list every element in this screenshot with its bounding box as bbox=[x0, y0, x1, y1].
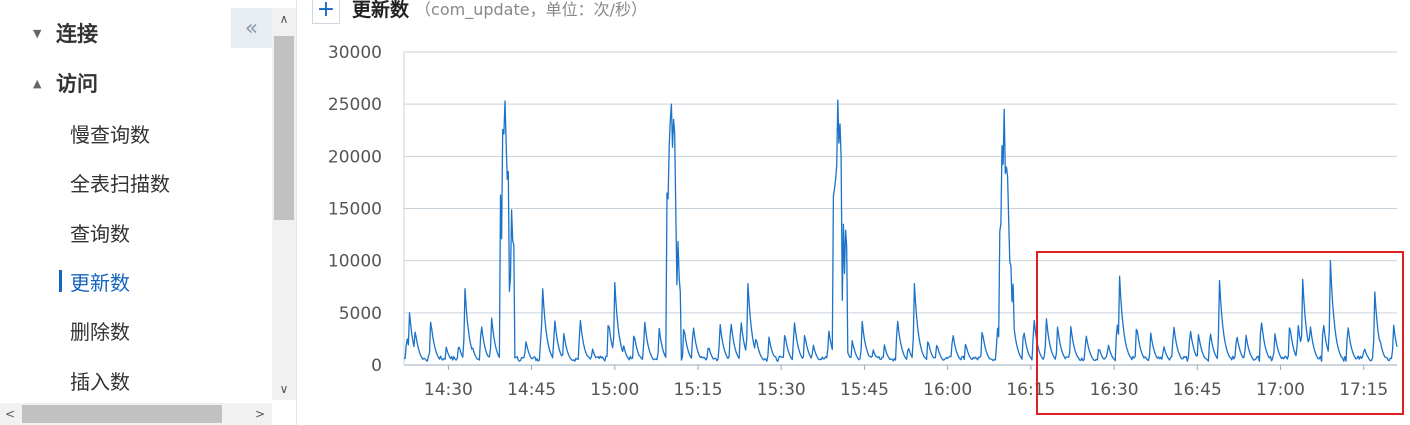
y-tick-label: 25000 bbox=[328, 95, 382, 115]
y-tick-label: 20000 bbox=[328, 147, 382, 167]
nav-item-label: 更新数 bbox=[70, 270, 130, 295]
collapse-sidebar-button[interactable]: « bbox=[231, 8, 272, 48]
nav-group-label: 访问 bbox=[56, 72, 98, 96]
vertical-scrollbar[interactable]: ∧ ∨ bbox=[272, 8, 296, 400]
x-tick-label: 15:45 bbox=[840, 380, 889, 400]
horizontal-scrollbar[interactable]: < > bbox=[0, 403, 272, 425]
nav-item-slow-queries[interactable]: 慢查询数 bbox=[0, 113, 260, 153]
expanded-arrow-icon: ▲ bbox=[33, 76, 42, 90]
nav-item-updates[interactable]: 更新数 bbox=[0, 261, 260, 301]
active-indicator bbox=[59, 270, 62, 292]
y-tick-label: 0 bbox=[371, 356, 382, 376]
nav-item-label: 删除数 bbox=[70, 319, 130, 344]
x-tick-label: 15:00 bbox=[590, 380, 639, 400]
nav-item-full-table-scans[interactable]: 全表扫描数 bbox=[0, 162, 260, 202]
nav-group-label: 连接 bbox=[56, 22, 98, 46]
nav-item-deletes[interactable]: 删除数 bbox=[0, 310, 260, 350]
highlight-box bbox=[1036, 251, 1404, 415]
scroll-up-icon[interactable]: ∧ bbox=[279, 12, 289, 26]
series-line-com-update bbox=[403, 99, 1398, 362]
chart-subtitle: （com_update，单位：次/秒） bbox=[415, 0, 647, 19]
x-tick-label: 14:30 bbox=[424, 380, 473, 400]
double-chevron-left-icon: « bbox=[244, 15, 259, 41]
scrollbar-thumb[interactable] bbox=[274, 36, 294, 220]
x-tick-label: 15:15 bbox=[674, 380, 723, 400]
sidebar: ▼ 连接 ▲ 访问 慢查询数 全表扫描数 查询数 更新数 删除数 插入数 « ∧… bbox=[0, 0, 296, 425]
scrollbar-thumb[interactable] bbox=[22, 405, 222, 423]
chart-header: + 更新数 （com_update，单位：次/秒） bbox=[312, 0, 647, 28]
nav-item-label: 插入数 bbox=[70, 369, 130, 394]
scroll-left-icon[interactable]: < bbox=[4, 407, 16, 421]
x-tick-label: 16:00 bbox=[923, 380, 972, 400]
x-tick-label: 16:30 bbox=[1090, 380, 1139, 400]
nav-item-label: 慢查询数 bbox=[70, 122, 150, 147]
x-tick-label: 15:30 bbox=[757, 380, 806, 400]
scroll-right-icon[interactable]: > bbox=[254, 407, 266, 421]
nav-item-inserts[interactable]: 插入数 bbox=[0, 360, 260, 400]
sidebar-divider bbox=[296, 0, 297, 425]
nav-item-label: 全表扫描数 bbox=[70, 171, 170, 196]
x-tick-label: 17:00 bbox=[1256, 380, 1305, 400]
chart-title: 更新数 bbox=[352, 0, 410, 21]
x-tick-label: 14:45 bbox=[507, 380, 556, 400]
y-tick-label: 15000 bbox=[328, 200, 382, 220]
y-tick-label: 5000 bbox=[339, 304, 382, 324]
x-tick-label: 16:15 bbox=[1006, 380, 1055, 400]
y-tick-label: 10000 bbox=[328, 252, 382, 272]
plus-icon: + bbox=[316, 0, 336, 22]
scroll-down-icon[interactable]: ∨ bbox=[279, 382, 289, 396]
collapsed-arrow-icon: ▼ bbox=[33, 26, 42, 40]
x-tick-label: 17:15 bbox=[1339, 380, 1388, 400]
x-tick-label: 16:45 bbox=[1173, 380, 1222, 400]
nav-item-queries[interactable]: 查询数 bbox=[0, 212, 260, 252]
expand-chart-button[interactable]: + bbox=[312, 0, 340, 24]
nav-item-label: 查询数 bbox=[70, 221, 130, 246]
y-tick-label: 30000 bbox=[328, 43, 382, 63]
